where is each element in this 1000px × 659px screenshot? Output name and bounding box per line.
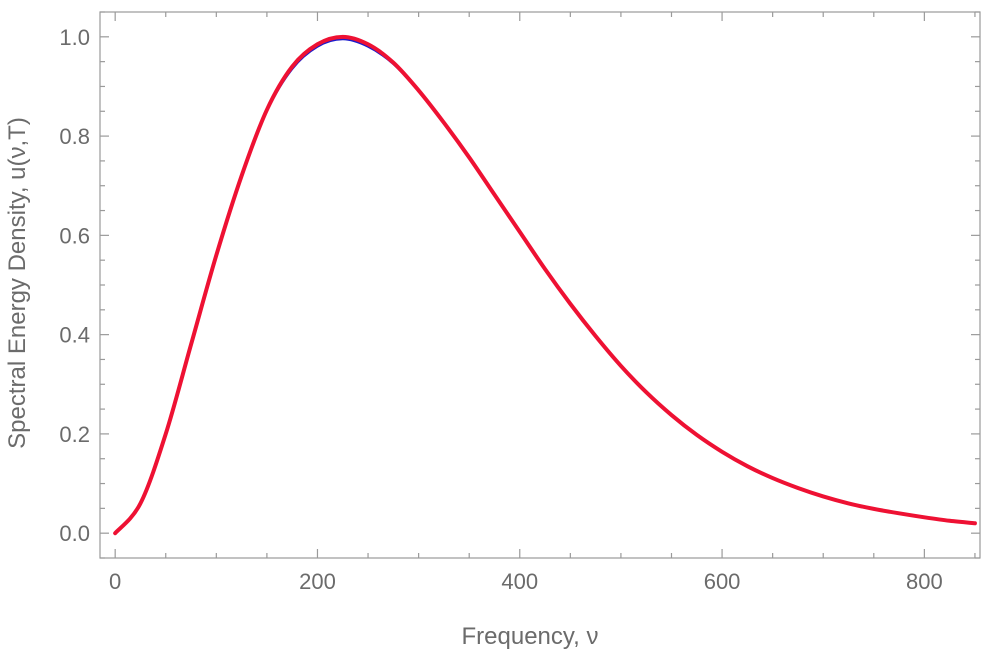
series-line-2 <box>113 34 977 536</box>
y-tick-label: 0.6 <box>59 223 90 248</box>
plot-frame <box>99 11 981 559</box>
series-layer <box>113 34 977 536</box>
y-tick-label: 0.8 <box>59 124 90 149</box>
y-tick-label: 0.2 <box>59 422 90 447</box>
x-tick-label: 600 <box>704 569 741 594</box>
y-tick-label: 0.0 <box>59 521 90 546</box>
axis-ticks <box>100 11 980 559</box>
y-axis-label: Spectral Energy Density, u(ν,T) <box>4 117 31 449</box>
x-tick-label: 0 <box>109 569 121 594</box>
plot-area-border <box>99 11 981 559</box>
x-tick-label: 800 <box>906 569 943 594</box>
y-tick-label: 0.4 <box>59 323 90 348</box>
x-axis-label: Frequency, ν <box>462 623 599 650</box>
y-tick-label: 1.0 <box>59 25 90 50</box>
x-tick-label: 200 <box>299 569 336 594</box>
series-line-1 <box>114 38 976 535</box>
x-tick-label: 400 <box>501 569 538 594</box>
tick-labels: 0 200 400 600 800 0.0 0.2 0.4 0.6 0.8 1.0 <box>59 25 942 594</box>
